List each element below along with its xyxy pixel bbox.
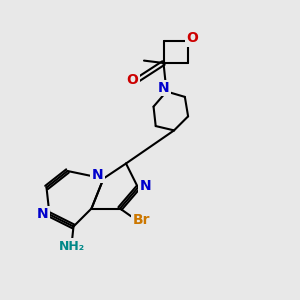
Text: Br: Br: [132, 213, 150, 227]
Text: N: N: [158, 81, 169, 95]
Text: N: N: [92, 168, 103, 182]
Text: O: O: [127, 73, 139, 86]
Text: N: N: [140, 179, 151, 193]
Text: O: O: [186, 32, 198, 45]
Text: NH₂: NH₂: [59, 239, 85, 253]
Text: N: N: [37, 208, 49, 221]
